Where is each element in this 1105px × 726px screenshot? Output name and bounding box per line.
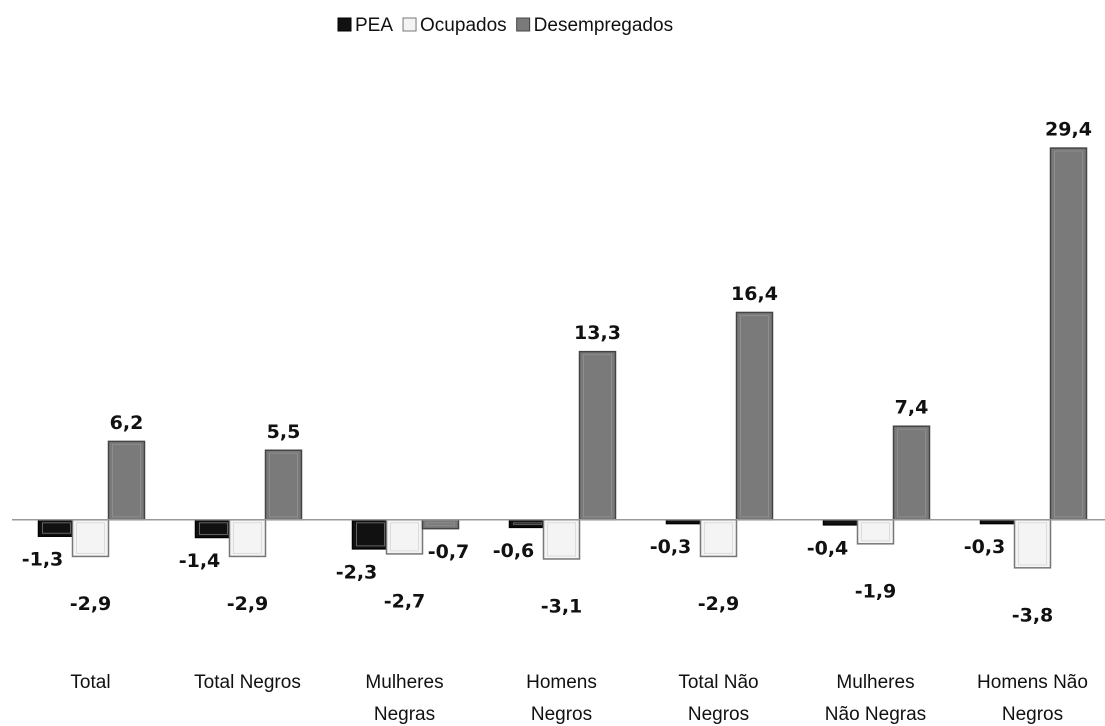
- bar: [71, 519, 110, 558]
- bar-bevel: [740, 314, 769, 518]
- data-label: 7,4: [895, 397, 929, 419]
- x-tick-label: Total Negros: [194, 672, 301, 693]
- bar-bevel: [1054, 150, 1083, 518]
- x-tick-label: Negras: [374, 704, 435, 725]
- data-label: -0,3: [964, 536, 1006, 558]
- bar-bevel: [390, 522, 419, 552]
- bar: [699, 519, 738, 558]
- data-label: -1,4: [179, 550, 221, 572]
- bar: [892, 425, 931, 521]
- bar-bevel: [861, 522, 890, 542]
- data-label: 16,4: [731, 283, 778, 305]
- data-label: -2,9: [70, 593, 112, 615]
- legend-swatch: [402, 17, 417, 32]
- data-label: -2,7: [384, 590, 426, 612]
- legend-swatch: [337, 17, 352, 32]
- bar-bevel: [426, 522, 455, 527]
- data-label: -2,9: [698, 593, 740, 615]
- data-label: 5,5: [267, 421, 301, 443]
- x-tick-label: Não Negras: [825, 704, 926, 725]
- bar-bevel: [897, 428, 926, 518]
- bar-bevel: [76, 522, 105, 554]
- x-tick-label: Negros: [531, 704, 592, 725]
- data-label: 6,2: [110, 412, 144, 434]
- legend-label: Ocupados: [420, 15, 507, 36]
- bar: [421, 519, 460, 530]
- bar-bevel: [42, 522, 71, 534]
- bar-bevel: [199, 522, 228, 535]
- bar: [1013, 519, 1052, 569]
- data-label: -0,6: [493, 540, 535, 562]
- data-label: -0,7: [428, 541, 470, 563]
- bar: [385, 519, 424, 555]
- bar-bevel: [233, 522, 262, 554]
- x-tick-label: Homens: [526, 672, 597, 693]
- data-label: -3,8: [1012, 604, 1054, 626]
- bar: [107, 440, 146, 521]
- bar-bevel: [513, 522, 542, 525]
- bar: [228, 519, 267, 558]
- data-label: -0,3: [650, 536, 692, 558]
- bar: [351, 519, 390, 550]
- bar-bevel: [112, 443, 141, 518]
- data-label: -2,3: [336, 561, 378, 583]
- data-label: -3,1: [541, 595, 583, 617]
- legend-label: Desempregados: [534, 15, 673, 36]
- legend-swatch: [516, 17, 531, 32]
- data-label: -0,4: [807, 537, 849, 559]
- bar-bevel: [1018, 522, 1047, 566]
- bar-bevel: [269, 452, 298, 518]
- x-tick-label: Mulheres: [836, 672, 914, 693]
- bar: [37, 519, 76, 537]
- bar-bevel: [583, 354, 612, 518]
- data-label: 29,4: [1045, 119, 1092, 141]
- data-label: -1,9: [855, 580, 897, 602]
- x-tick-label: Homens Não: [977, 672, 1088, 693]
- bar: [1049, 147, 1088, 521]
- x-tick-label: Total: [70, 672, 110, 693]
- bar: [856, 519, 895, 545]
- x-tick-label: Negros: [688, 704, 749, 725]
- x-tick-label: Negros: [1002, 704, 1063, 725]
- bar-bevel: [704, 522, 733, 554]
- bar-bevel: [356, 522, 385, 547]
- bar: [822, 519, 861, 526]
- bar: [264, 449, 303, 521]
- bar: [578, 350, 617, 521]
- bar-bevel: [547, 522, 576, 557]
- data-label: -1,3: [22, 549, 64, 571]
- bar: [508, 519, 547, 529]
- x-tick-label: Mulheres: [365, 672, 443, 693]
- x-tick-label: Total Não: [678, 672, 758, 693]
- bar: [542, 519, 581, 560]
- bar: [735, 311, 774, 521]
- legend-label: PEA: [355, 15, 393, 36]
- data-label: 13,3: [574, 322, 621, 344]
- data-label: -2,9: [227, 593, 269, 615]
